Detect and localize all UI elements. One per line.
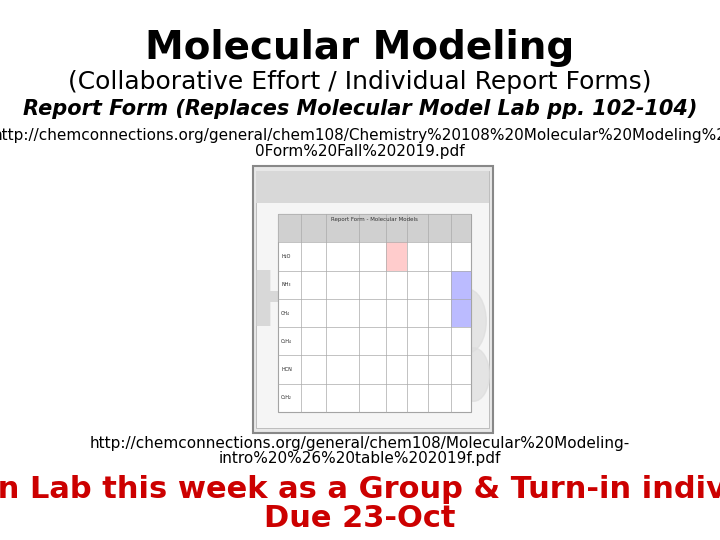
Text: H₂O: H₂O <box>281 254 290 259</box>
Text: CH₄: CH₄ <box>281 310 290 315</box>
Text: C₂H₂: C₂H₂ <box>281 395 292 400</box>
Text: Molecular Modeling: Molecular Modeling <box>145 30 575 68</box>
Bar <box>256 171 490 428</box>
Circle shape <box>449 289 486 353</box>
Text: (Collaborative Effort / Individual Report Forms): (Collaborative Effort / Individual Repor… <box>68 70 652 93</box>
Text: C₂H₄: C₂H₄ <box>281 339 292 344</box>
Text: Due 23-Oct: Due 23-Oct <box>264 504 456 533</box>
Text: Report Form (Replaces Molecular Model Lab pp. 102-104): Report Form (Replaces Molecular Model La… <box>23 99 697 119</box>
Text: Begin in Lab this week as a Group & Turn-in individually: Begin in Lab this week as a Group & Turn… <box>0 475 720 504</box>
Bar <box>451 299 470 327</box>
Text: http://chemconnections.org/general/chem108/Chemistry%20108%20Molecular%20Modelin: http://chemconnections.org/general/chem1… <box>0 129 720 144</box>
Circle shape <box>458 348 490 401</box>
Text: intro%20%26%20table%202019f.pdf: intro%20%26%20table%202019f.pdf <box>219 450 501 465</box>
Text: H: H <box>410 224 468 291</box>
Text: http://chemconnections.org/general/chem108/Molecular%20Modeling-: http://chemconnections.org/general/chem1… <box>90 436 630 451</box>
Bar <box>386 242 407 271</box>
Bar <box>256 171 490 204</box>
Bar <box>451 271 470 299</box>
Text: Report Form - Molecular Models: Report Form - Molecular Models <box>330 217 418 222</box>
Text: NH₃: NH₃ <box>281 282 291 287</box>
Bar <box>253 166 492 434</box>
Text: H: H <box>249 268 313 342</box>
Text: 0Form%20Fall%202019.pdf: 0Form%20Fall%202019.pdf <box>255 145 465 159</box>
Text: HCN: HCN <box>281 367 292 372</box>
Text: N: N <box>293 302 345 362</box>
Bar <box>278 214 470 412</box>
Bar <box>278 214 470 242</box>
